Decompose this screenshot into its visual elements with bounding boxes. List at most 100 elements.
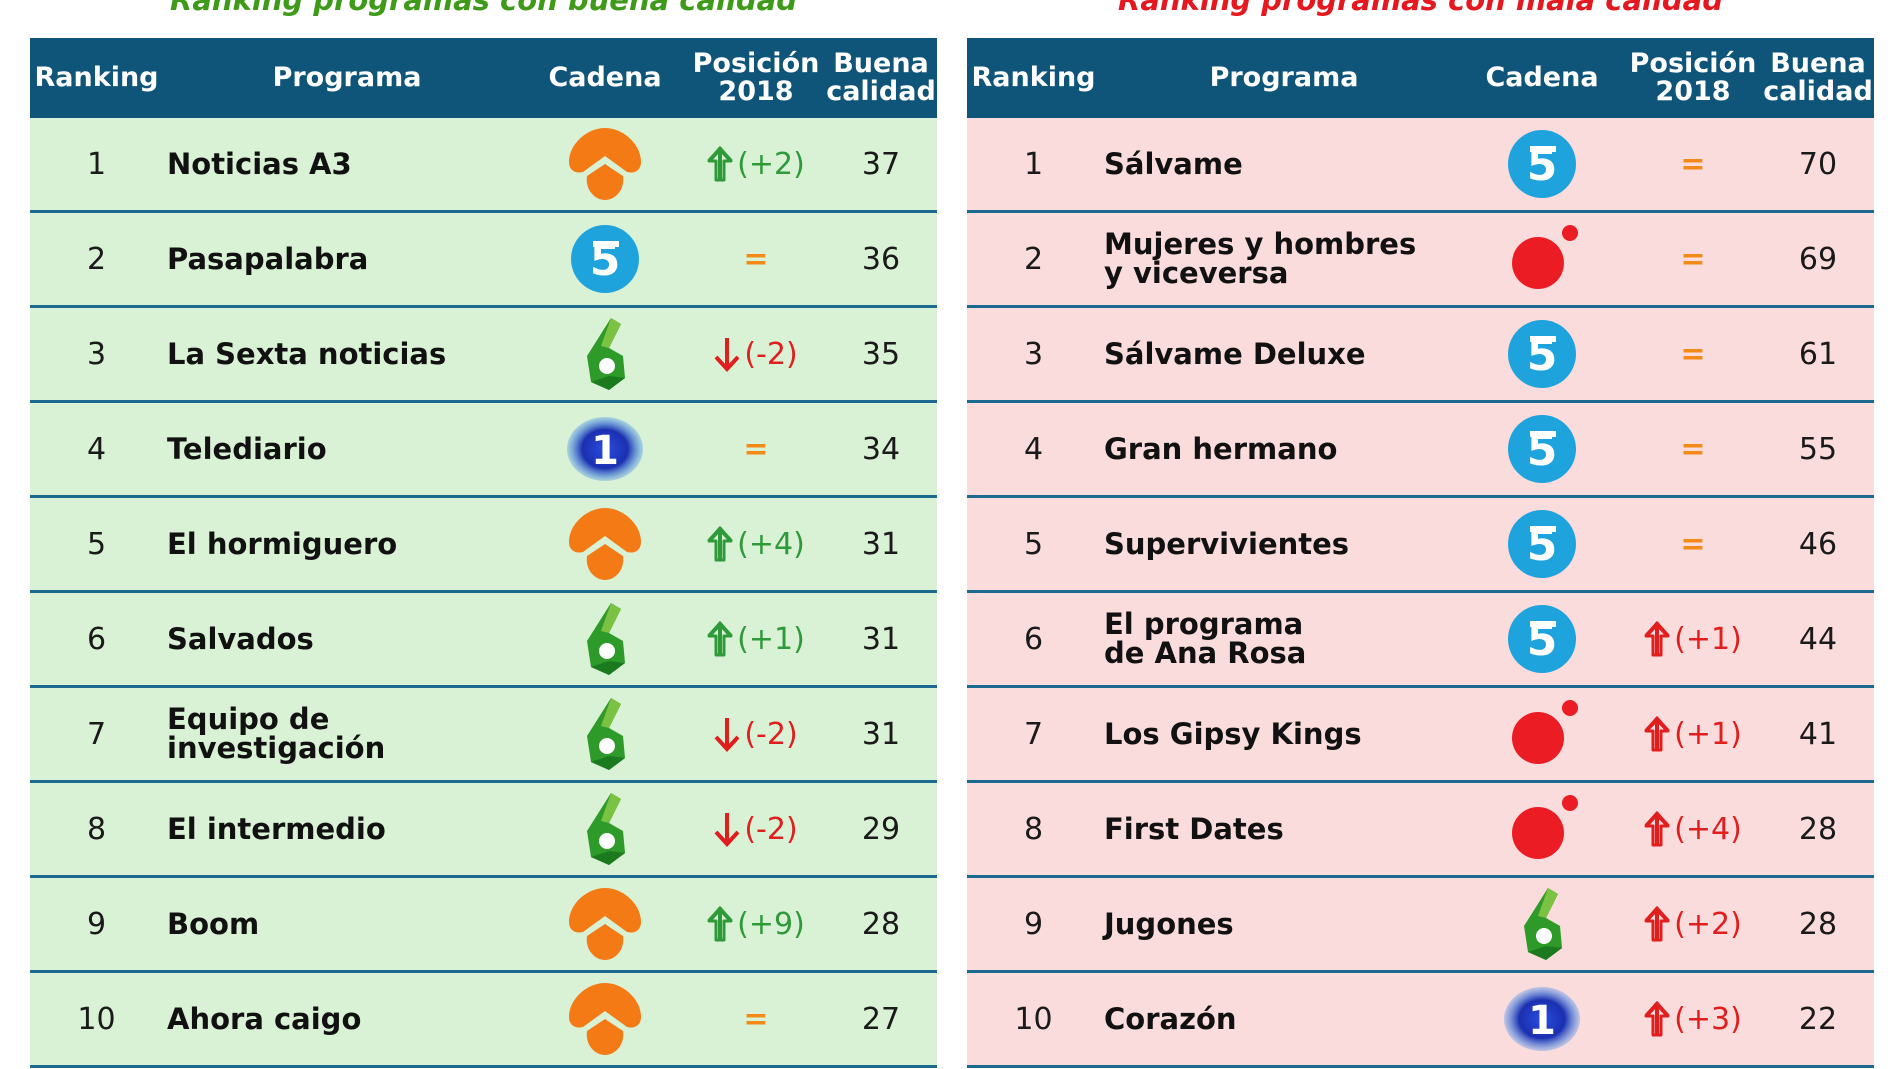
channel-cell [526,688,684,780]
table-row: 10 Corazón 1 (+3) 22 [967,973,1874,1068]
channel-cell [526,118,684,210]
table-row: 4 Gran hermano 5 = 55 [967,403,1874,498]
table-row: 3 La Sexta noticias (-2) 35 [30,308,937,403]
header-cadena: Cadena [1485,62,1599,93]
position-change-cell: (-2) [680,308,832,400]
program-name: Sálvame [1104,146,1243,181]
program-name-cell: El intermedio [167,783,537,875]
rank-cell: 5 [86,526,107,562]
quality-score-cell: 69 [1798,241,1838,277]
rank-cell: 6 [86,621,107,657]
channel-cell [1463,688,1621,780]
table-row: 3 Sálvame Deluxe 5 = 61 [967,308,1874,403]
program-name-cell: Los Gipsy Kings [1104,688,1474,780]
quality-score-cell: 35 [861,336,901,372]
program-name-cell: Boom [167,878,537,970]
position-change-value: (+2) [1674,906,1742,942]
program-name: Jugones [1104,906,1234,941]
antena3-logo-icon [569,128,641,200]
table-row: 2 Mujeres y hombres y viceversa = 69 [967,213,1874,308]
lasexta-logo-icon [587,793,625,865]
telecinco-logo-icon: 5 [571,225,639,293]
position-change-cell: (+4) [680,498,832,590]
arrow-up-icon [707,906,733,942]
program-name: El hormiguero [167,526,398,561]
channel-cell: 5 [1463,593,1621,685]
header-programa: Programa [1209,62,1359,93]
header-posicion-line1: Posición [692,48,820,79]
quality-score-cell: 22 [1798,1001,1838,1037]
program-name-cell: Equipo de investigación [167,688,537,780]
header-programa: Programa [272,62,422,93]
rank-cell: 3 [86,336,107,372]
lasexta-logo-icon [587,603,625,675]
telecinco-logo-icon: 5 [1508,130,1576,198]
rank-cell: 9 [86,906,107,942]
program-name-cell: Pasapalabra [167,213,537,305]
rank-cell: 7 [1023,716,1044,752]
table-row: 6 Salvados (+1) 31 [30,593,937,688]
position-change-cell: (+1) [1617,688,1769,780]
header-calidad-line1: Buena [1770,48,1866,79]
svg-text:1: 1 [1528,998,1556,1044]
table-row: 9 Boom (+9) 28 [30,878,937,973]
table-row: 6 El programa de Ana Rosa 5 (+1) 44 [967,593,1874,688]
program-name-cell: Supervivientes [1104,498,1474,590]
position-change-value: (+4) [1674,811,1742,847]
program-name-cell: Corazón [1104,973,1474,1065]
position-change-cell: = [1617,308,1769,400]
antena3-logo-icon [569,508,641,580]
position-change-value: = [1680,146,1706,182]
position-change-value: (+9) [737,906,805,942]
channel-cell [526,593,684,685]
quality-score-cell: 46 [1798,526,1838,562]
table-header: Ranking Programa Cadena Posición 2018 Bu… [967,38,1874,118]
program-name-cell: La Sexta noticias [167,308,537,400]
arrow-up-icon [1644,621,1670,657]
program-name-cell: First Dates [1104,783,1474,875]
quality-score-cell: 44 [1798,621,1838,657]
rank-cell: 2 [86,241,107,277]
program-name: Telediario [167,431,327,466]
position-change-cell: (+4) [1617,783,1769,875]
panel-title: Ranking programas con mala calidad [1117,0,1723,17]
header-posicion: Posición 2018 [680,38,832,118]
program-name: Pasapalabra [167,241,369,276]
position-change-value: = [743,241,769,277]
table-row: 2 Pasapalabra 5 = 36 [30,213,937,308]
header-calidad-line2: calidad [1763,76,1873,107]
position-change-value: = [743,431,769,467]
program-name: Gran hermano [1104,431,1338,466]
position-change-cell: (+2) [1617,878,1769,970]
position-change-cell: (+1) [1617,593,1769,685]
program-name-cell: Sálvame [1104,118,1474,210]
program-name-cell: Ahora caigo [167,973,537,1065]
antena3-logo-icon [569,983,641,1055]
quality-score-cell: 70 [1798,146,1838,182]
quality-score-cell: 31 [861,716,901,752]
arrow-down-icon [714,718,740,752]
rank-cell: 1 [86,146,107,182]
lasexta-logo-icon [587,318,625,390]
position-change-value: = [1680,526,1706,562]
channel-cell: 1 [526,403,684,495]
lasexta-logo-icon [587,698,625,770]
header-posicion-line1: Posición [1629,48,1757,79]
position-change-cell: = [1617,403,1769,495]
quality-score-cell: 31 [861,621,901,657]
table-row: 1 Noticias A3 (+2) 37 [30,118,937,213]
program-name: Sálvame Deluxe [1104,336,1366,371]
table-row: 10 Ahora caigo = 27 [30,973,937,1068]
arrow-up-icon [707,621,733,657]
program-name: Equipo de investigación [167,702,386,765]
rank-cell: 6 [1023,621,1044,657]
quality-score-cell: 27 [861,1001,901,1037]
header-ranking: Ranking [971,62,1096,93]
program-name: El programa [1104,607,1304,641]
table-row: 1 Sálvame 5 = 70 [967,118,1874,213]
table-row: 5 El hormiguero (+4) 31 [30,498,937,593]
rank-cell: 9 [1023,906,1044,942]
program-name: Corazón [1104,1001,1237,1036]
rank-cell: 2 [1023,241,1044,277]
program-name: Boom [167,906,260,941]
